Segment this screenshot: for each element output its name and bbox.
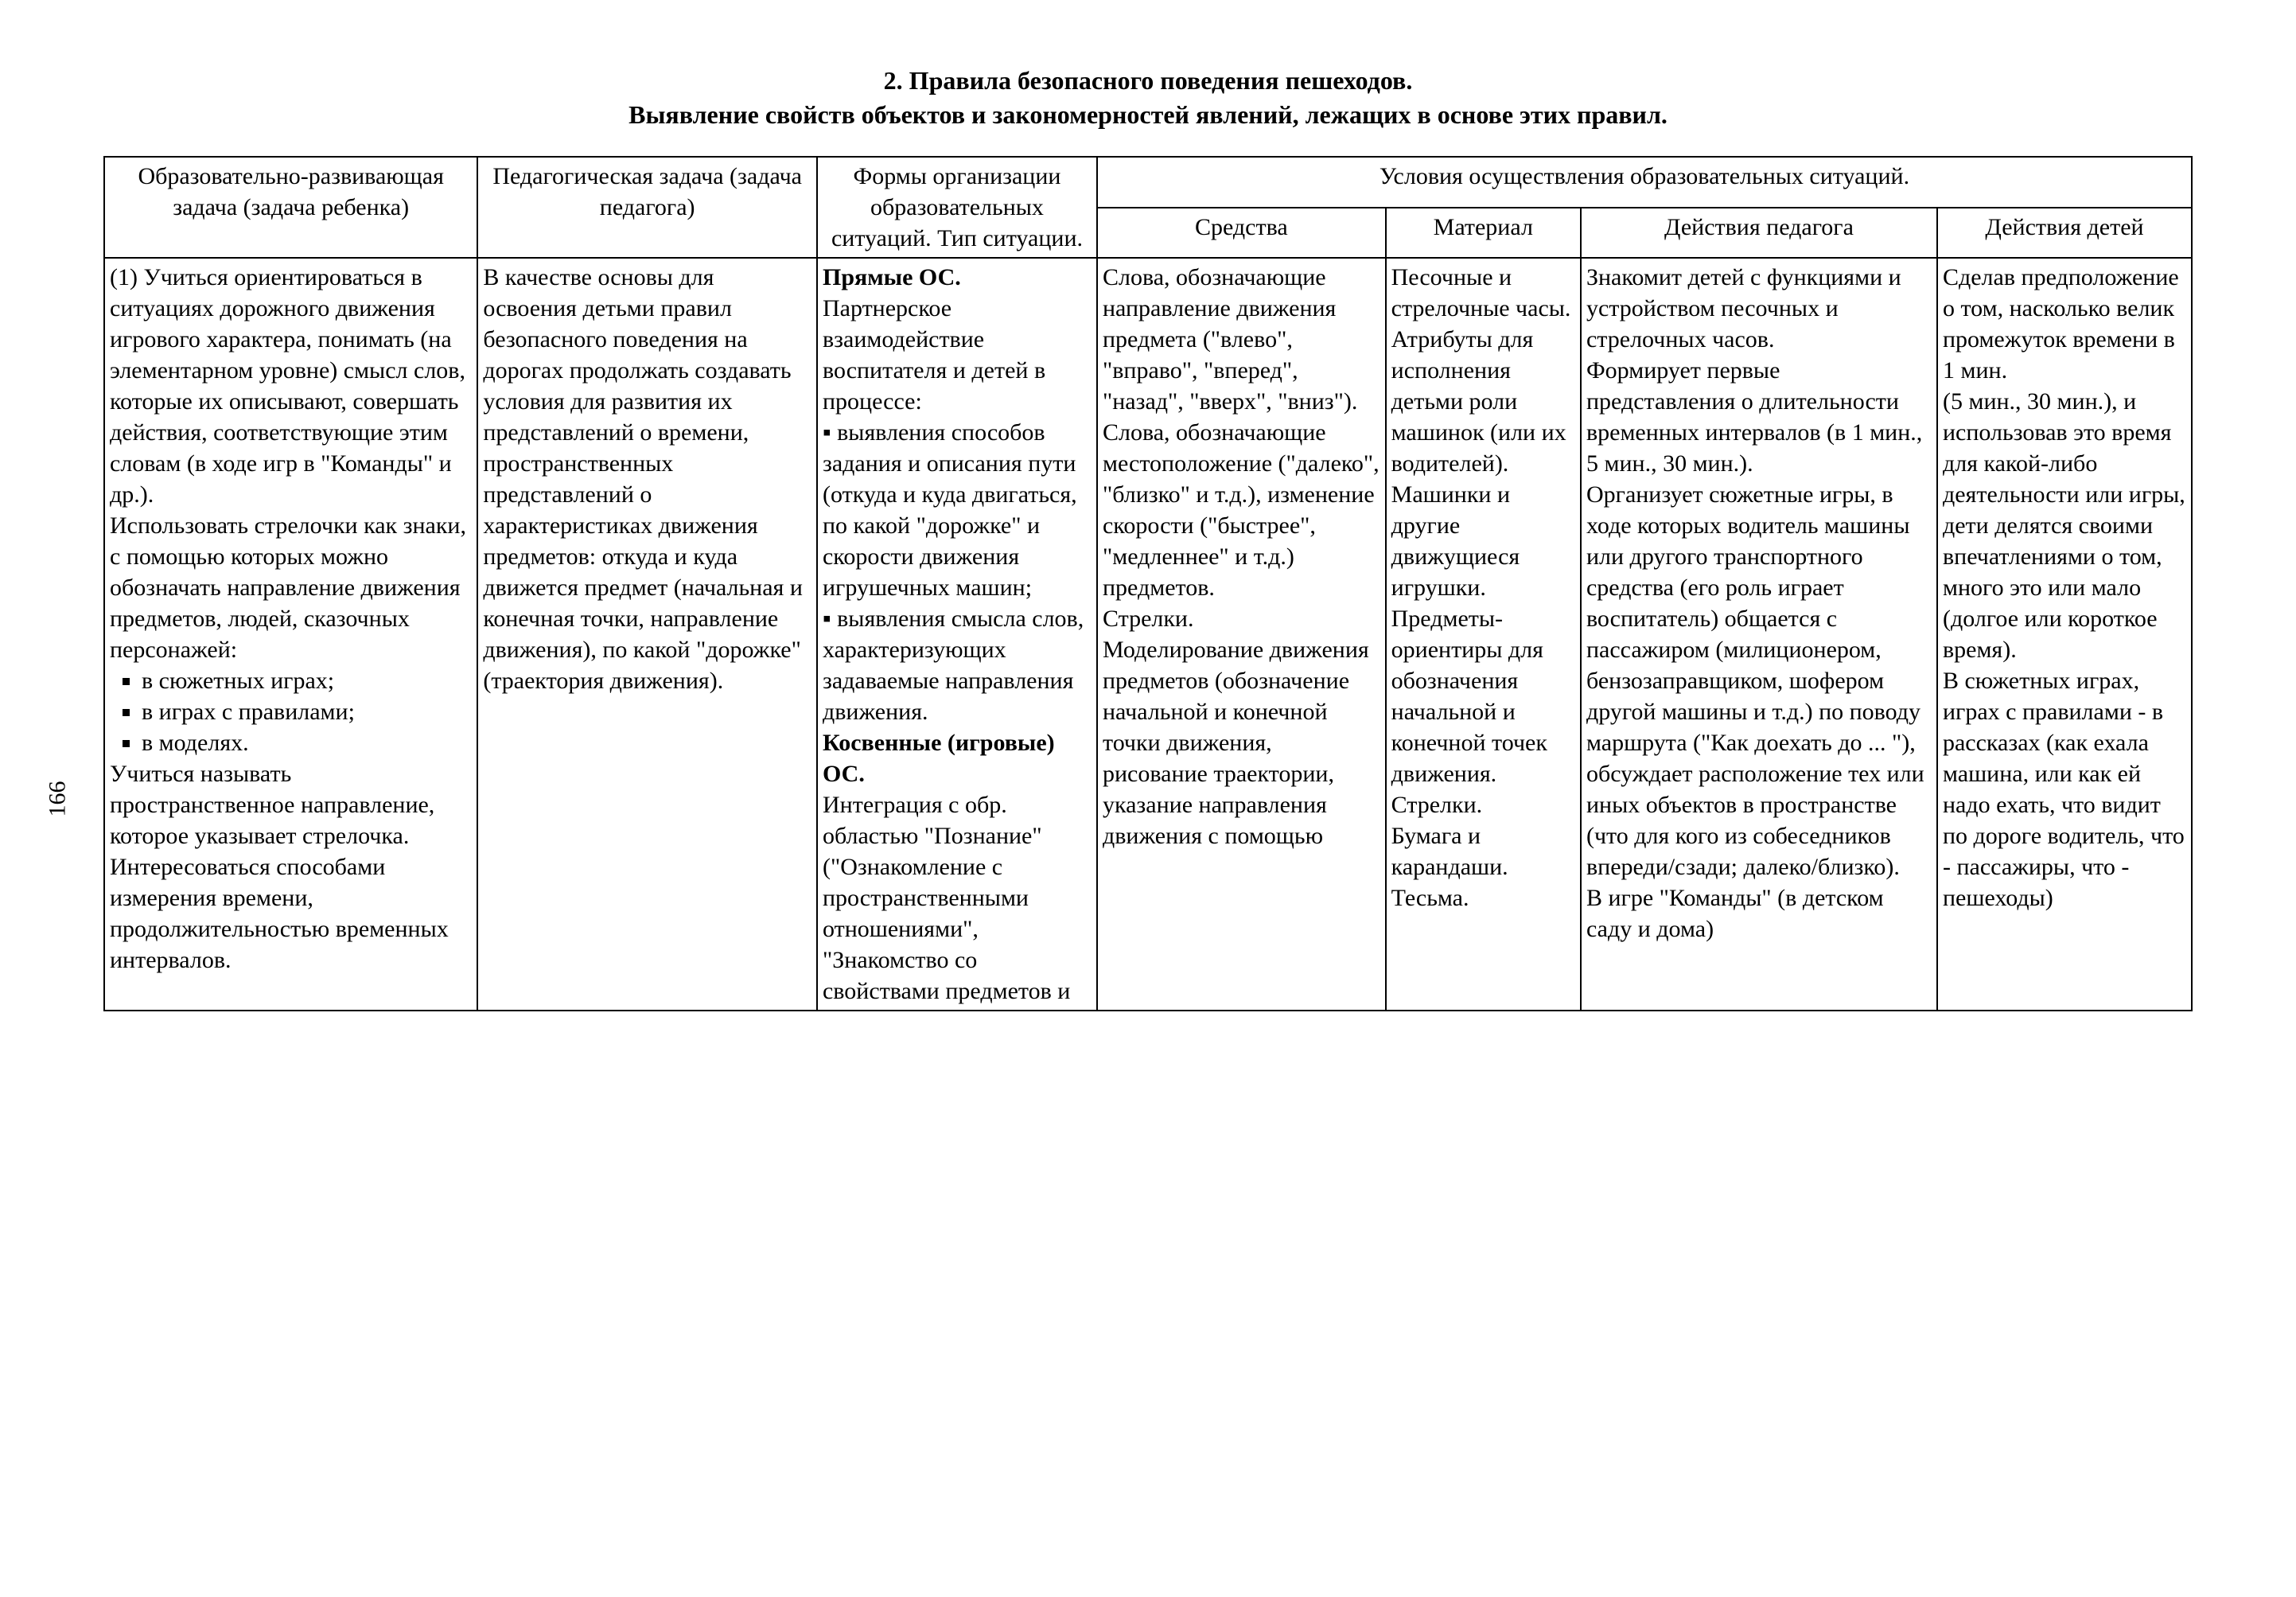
cell-c3-heading-1: Прямые ОС.: [823, 262, 1092, 293]
list-item: в играх с правилами;: [142, 696, 472, 727]
list-item: в сюжетных играх;: [142, 665, 472, 696]
document-page: 166 2. Правила безопасного поведения пеш…: [0, 0, 2296, 1597]
header-forms: Формы организации образовательных ситуац…: [817, 157, 1097, 258]
table-header-row-1: Образовательно-развивающая задача (задач…: [104, 157, 2192, 208]
header-conditions: Условия осуществления образовательных си…: [1097, 157, 2192, 208]
main-table: Образовательно-развивающая задача (задач…: [103, 156, 2193, 1011]
cell-c1-post: Учиться называть пространственное направ…: [110, 758, 472, 976]
cell-child-task: (1) Учиться ориентироваться в ситуациях …: [104, 258, 477, 1011]
header-teacher-actions: Действия педагога: [1581, 208, 1937, 259]
cell-c3-body-2: Интеграция с обр. областью "Познание" ("…: [823, 789, 1092, 1007]
header-material: Материал: [1386, 208, 1581, 259]
cell-teacher-task: В качестве основы для освоения детьми пр…: [477, 258, 817, 1011]
cell-means: Слова, обозначающие направление движения…: [1097, 258, 1386, 1011]
header-task-child: Образовательно-развивающая задача (задач…: [104, 157, 477, 258]
table-row: (1) Учиться ориентироваться в ситуациях …: [104, 258, 2192, 1011]
cell-teacher-actions: Знакомит детей с функциями и устройством…: [1581, 258, 1937, 1011]
cell-forms: Прямые ОС.Партнерское взаимодействие вос…: [817, 258, 1097, 1011]
cell-c1-pre: (1) Учиться ориентироваться в ситуациях …: [110, 262, 472, 665]
header-task-teacher: Педагогическая задача (задача педагога): [477, 157, 817, 258]
cell-c3-body-1: Партнерское взаимодействие воспитателя и…: [823, 293, 1092, 727]
list-item: в моделях.: [142, 727, 472, 758]
page-number: 166: [45, 781, 72, 816]
header-means: Средства: [1097, 208, 1386, 259]
cell-material: Песочные и стрелочные часы. Атрибуты для…: [1386, 258, 1581, 1011]
header-children-actions: Действия детей: [1937, 208, 2192, 259]
cell-c3-heading-2: Косвенные (игровые) ОС.: [823, 727, 1092, 789]
cell-c1-list: в сюжетных играх;в играх с правилами;в м…: [110, 665, 472, 758]
page-title: 2. Правила безопасного поведения пешеход…: [103, 64, 2193, 132]
cell-children-actions: Сделав предположение о том, насколько ве…: [1937, 258, 2192, 1011]
